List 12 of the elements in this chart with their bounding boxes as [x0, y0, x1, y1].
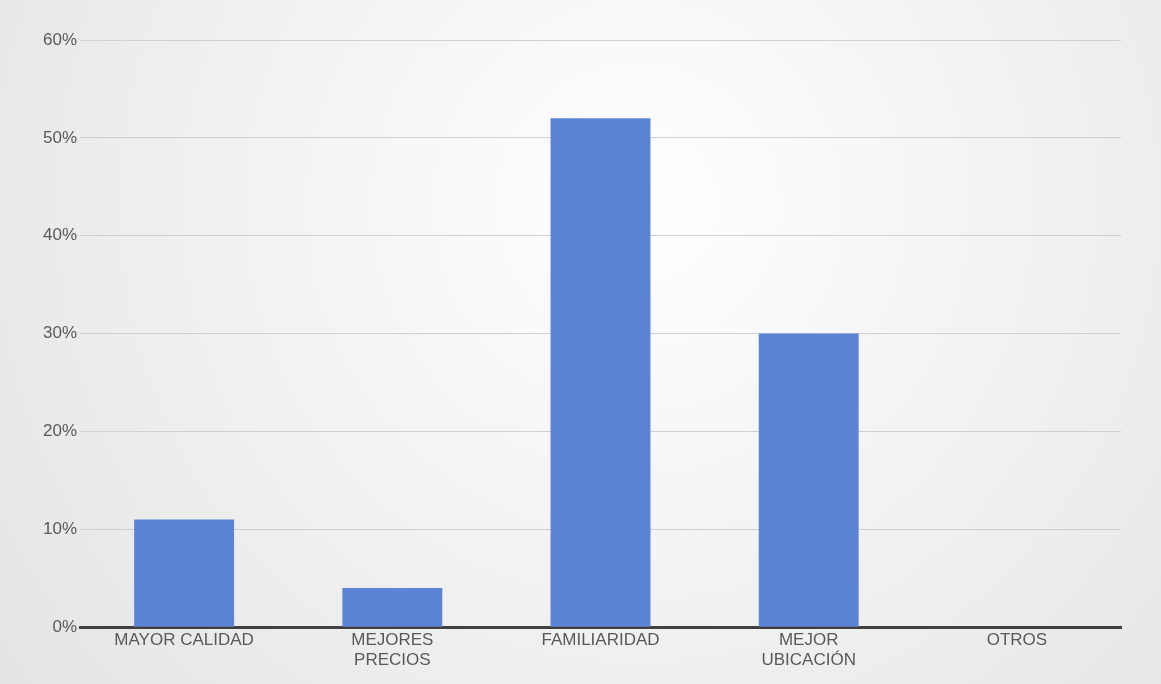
y-tick-label: 10%	[42, 519, 78, 539]
y-tick-label: 50%	[42, 127, 78, 147]
x-tick-label: OTROS	[986, 630, 1048, 650]
x-tick-label: MEJORES PRECIOS	[351, 630, 434, 670]
x-tick-label: MAYOR CALIDAD	[114, 630, 254, 650]
y-tick-label: 30%	[42, 323, 78, 343]
y-tick-label: 60%	[42, 29, 78, 49]
x-tick-label: FAMILIARIDAD	[541, 630, 660, 650]
y-tick-label: 40%	[42, 225, 78, 245]
y-tick-label: 0%	[52, 616, 78, 636]
y-tick-label: 20%	[42, 421, 78, 441]
x-tick-label: MEJOR UBICACIÓN	[761, 630, 856, 670]
